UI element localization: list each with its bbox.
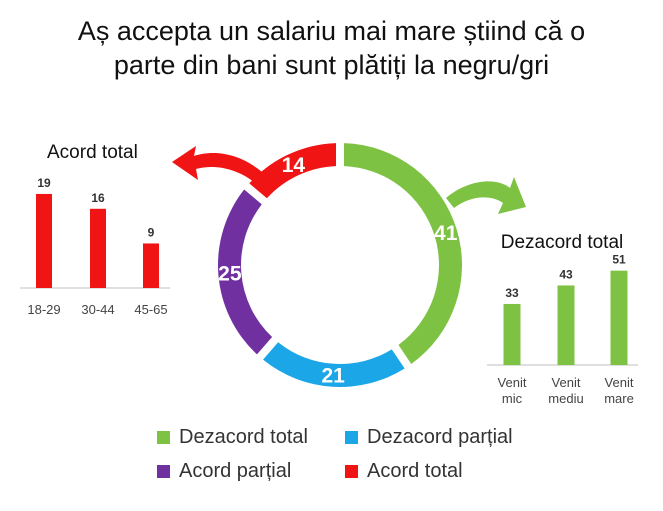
income-bar-chart: Dezacord total33Venitmic43Venitmediu51Ve…	[487, 232, 638, 406]
tick-label-venit-mare: mare	[604, 391, 634, 406]
legend-swatch	[345, 465, 358, 478]
legend-swatch	[157, 465, 170, 478]
slice-label-dezacord-total: 41	[434, 222, 458, 245]
data-label-venit-mediu: 43	[559, 267, 573, 281]
data-label-18-29: 19	[37, 176, 51, 190]
arrow-left-icon	[172, 146, 262, 182]
slice-label-acord-total: 14	[282, 154, 306, 177]
tick-label-30-44: 30-44	[81, 302, 114, 317]
legend-label: Acord total	[367, 460, 463, 482]
bar-chart-title: Dezacord total	[501, 232, 624, 253]
chart-title: Aș accepta un salariu mai mare știind că…	[0, 14, 663, 82]
legend-label: Dezacord total	[179, 426, 308, 448]
arrow-right-icon	[446, 177, 526, 214]
tick-label-venit-mic: Venit	[498, 375, 527, 390]
donut-chart: 41 21 25 14	[218, 143, 462, 387]
legend-item-acord-partial: Acord parțial	[157, 460, 291, 483]
bar-30-44	[90, 208, 106, 288]
legend-label: Acord parțial	[179, 460, 292, 482]
bar-chart-title: Acord total	[47, 142, 138, 163]
data-label-30-44: 16	[91, 191, 105, 205]
bar-45-65	[143, 243, 159, 288]
legend-item-dezacord-partial: Dezacord parțial	[345, 426, 513, 449]
slice-acord-partial	[218, 189, 273, 355]
legend-swatch	[157, 431, 170, 444]
legend-label: Dezacord parțial	[367, 426, 513, 448]
data-label-venit-mare: 51	[612, 253, 626, 267]
data-label-45-65: 9	[148, 225, 155, 239]
bar-venit-mare	[610, 270, 628, 365]
slice-label-acord-partial: 25	[218, 263, 242, 286]
bar-18-29	[36, 193, 52, 288]
legend-swatch	[345, 431, 358, 444]
slice-dezacord-partial	[263, 342, 405, 387]
legend-item-acord-total: Acord total	[345, 460, 463, 483]
tick-label-venit-mediu: mediu	[548, 391, 583, 406]
legend-item-dezacord-total: Dezacord total	[157, 426, 308, 449]
slice-label-dezacord-partial: 21	[321, 364, 345, 387]
slice-dezacord-total	[343, 143, 462, 365]
tick-label-45-65: 45-65	[134, 302, 167, 317]
tick-label-venit-mare: Venit	[605, 375, 634, 390]
tick-label-venit-mediu: Venit	[552, 375, 581, 390]
title-line-1: Aș accepta un salariu mai mare știind că…	[77, 16, 586, 46]
age-bar-chart: Acord total 19 18-29 16 30-44 9 45-65	[20, 142, 170, 317]
bar-venit-mediu	[557, 285, 575, 365]
slice-acord-total	[249, 143, 337, 199]
bar-venit-mic	[503, 303, 521, 365]
data-label-venit-mic: 33	[505, 286, 519, 300]
tick-label-venit-mic: mic	[502, 391, 523, 406]
title-line-2: parte din bani sunt plătiți la negru/gri	[113, 50, 550, 80]
tick-label-18-29: 18-29	[27, 302, 60, 317]
